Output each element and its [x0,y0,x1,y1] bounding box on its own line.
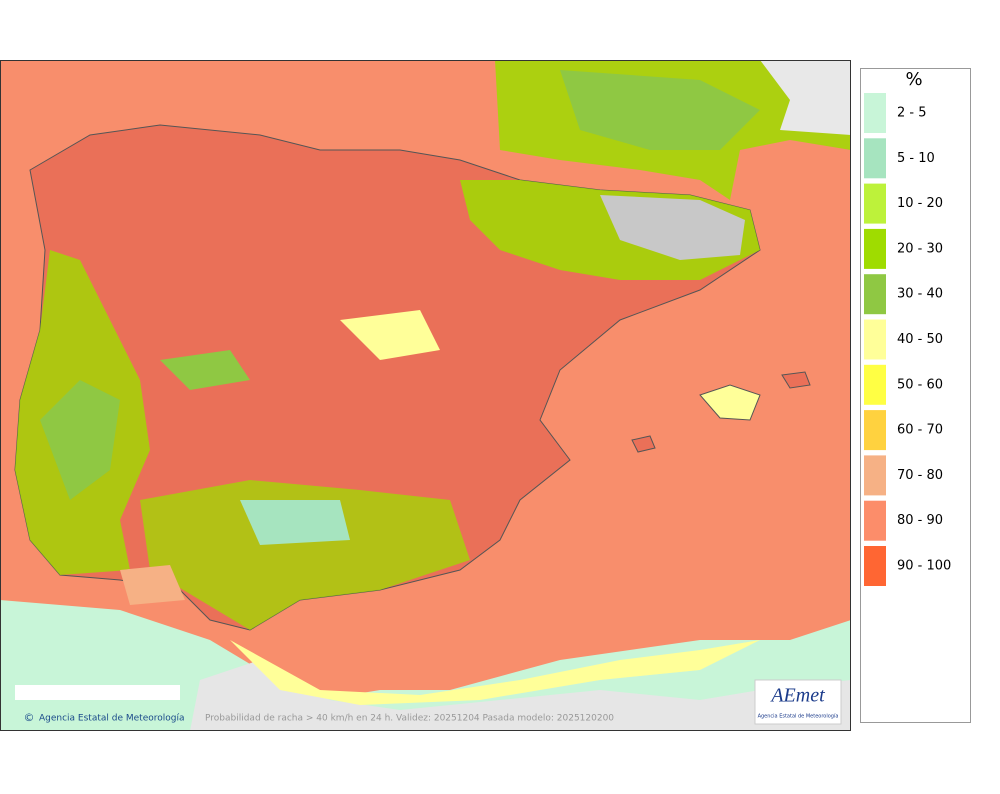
copyright-mark: © [24,711,35,724]
legend-label: 5 - 10 [897,151,935,166]
legend-swatch [864,364,886,405]
logo-subtitle: Agencia Estatal de Meteorología [758,713,839,720]
legend-label: 2 - 5 [897,106,927,121]
island [699,384,761,421]
legend-label: 80 - 90 [897,513,943,528]
island [631,435,656,453]
legend-swatch [864,138,886,179]
legend-label: 60 - 70 [897,423,943,438]
map-frame [0,60,851,731]
legend-label: 50 - 60 [897,377,943,392]
legend-swatch [864,93,886,133]
credit: Agencia Estatal de Meteorología [39,714,185,724]
green-patch [160,350,250,390]
footer-band [15,685,180,700]
legend-label: 30 - 40 [897,287,943,302]
legend-swatch [864,228,886,269]
legend-swatch [864,274,886,315]
legend-title: % [905,69,922,90]
south-area [140,480,470,630]
france-area [560,70,760,150]
logo-box [754,679,842,725]
green-patch [240,500,350,545]
island [781,371,811,389]
green-patch [40,380,120,500]
legend-swatch [864,319,886,360]
coast-band [230,640,760,705]
snow-area [600,195,745,260]
map [0,60,851,731]
legend-swatch [864,410,886,451]
legend-label: 10 - 20 [897,196,943,211]
legend-swatch [864,546,886,586]
land-grey [760,60,851,135]
legend-label: 90 - 100 [897,559,951,574]
logo-name: AEmet [769,685,825,707]
legend-label: 70 - 80 [897,468,943,483]
legend-label: 40 - 50 [897,332,943,347]
legend-label: 20 - 30 [897,241,943,256]
caption: Probabilidad de racha > 40 km/h en 24 h.… [205,714,614,724]
yellow-patch [340,310,440,360]
legend-swatch [864,183,886,224]
legend-swatch [864,455,886,496]
africa-area [190,660,851,731]
legend-swatch [864,500,886,541]
orange-patch [120,565,185,605]
